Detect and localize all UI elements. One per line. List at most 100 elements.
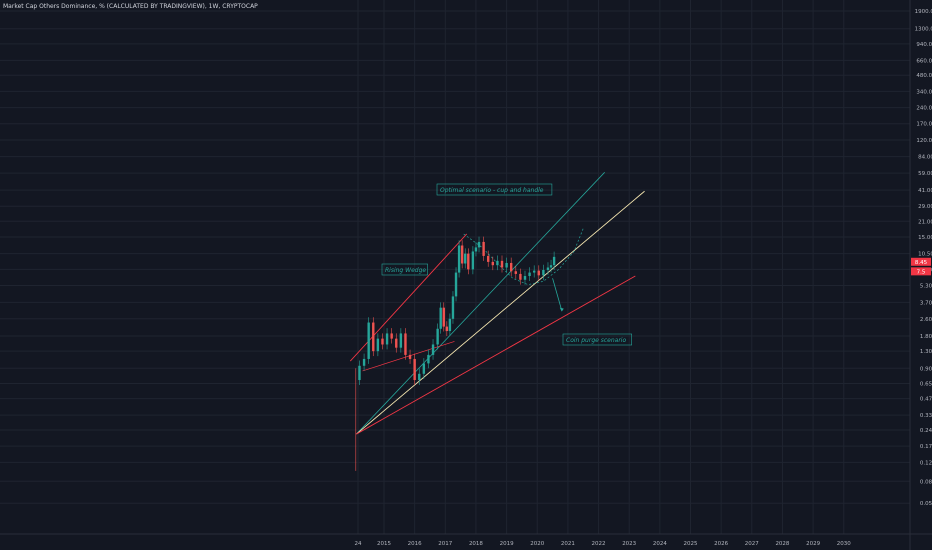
y-tick-label: 1.30 xyxy=(920,349,932,355)
x-tick-label: 2022 xyxy=(592,541,606,547)
last-price-label: 8.45 xyxy=(915,260,928,266)
candle-body xyxy=(413,358,416,381)
y-tick-label: 0.33 xyxy=(920,413,932,419)
candle-body xyxy=(445,326,449,332)
candle-body xyxy=(399,333,403,348)
y-tick-label: 59.00 xyxy=(918,171,932,177)
y-tick-label: 29.00 xyxy=(918,204,932,210)
candle-body xyxy=(431,344,435,355)
candle-body xyxy=(395,338,398,348)
x-tick-label: 2027 xyxy=(745,541,759,547)
cup-handle-path xyxy=(463,228,584,286)
candle-body xyxy=(519,273,522,280)
candle-body xyxy=(418,373,421,381)
candle-body xyxy=(467,253,470,270)
support-line xyxy=(356,190,645,435)
y-tick-label: 480.00 xyxy=(916,73,932,79)
y-tick-label: 240.00 xyxy=(916,106,932,112)
y-tick-label: 21.00 xyxy=(918,219,932,225)
x-tick-label: 2020 xyxy=(530,541,544,547)
x-tick-label: 2021 xyxy=(561,541,575,547)
last-price-badge xyxy=(911,267,931,276)
y-tick-label: 84.00 xyxy=(918,155,932,161)
y-tick-label: 0.08 xyxy=(920,479,932,485)
y-tick-label: 120.00 xyxy=(916,138,932,144)
y-tick-label: 0.17 xyxy=(920,444,932,450)
y-tick-label: 10.50 xyxy=(918,252,932,258)
candle-body xyxy=(523,276,527,280)
x-tick-label: 2023 xyxy=(622,541,636,547)
candle-body xyxy=(376,338,380,352)
y-tick-label: 0.24 xyxy=(920,428,932,434)
annotation-rising-wedge-box xyxy=(381,263,428,276)
y-tick-label: 0.90 xyxy=(920,366,932,372)
candle-body xyxy=(367,322,370,359)
candle-body xyxy=(505,262,508,268)
y-tick-label: 0.12 xyxy=(920,460,932,466)
candle-body xyxy=(546,267,550,270)
purge-arrow-head xyxy=(559,307,564,312)
y-tick-label: 940.00 xyxy=(916,42,932,48)
candle-body xyxy=(362,358,366,366)
x-tick-label: 2029 xyxy=(806,541,820,547)
y-tick-label: 3.70 xyxy=(920,300,932,306)
purge-arrow xyxy=(552,278,563,311)
last-price-badge xyxy=(911,257,931,266)
last-price-label: 7.5 xyxy=(917,269,926,275)
y-tick-label: 2.60 xyxy=(920,317,932,323)
candle-body xyxy=(451,296,455,319)
candle-body xyxy=(537,270,540,276)
y-tick-label: 0.05 xyxy=(920,501,932,507)
candle-body xyxy=(464,253,467,264)
y-tick-label: 170.00 xyxy=(916,122,932,128)
wedge-upper-green-line xyxy=(356,172,605,435)
candle-body xyxy=(454,272,458,297)
candle-body xyxy=(408,354,412,359)
candle-body xyxy=(509,262,513,272)
x-tick-label: 2025 xyxy=(684,541,698,547)
candle-body xyxy=(372,322,375,352)
wedge-lower-red-line xyxy=(362,341,455,372)
candle-body xyxy=(358,365,361,381)
candle-body xyxy=(427,354,430,364)
candle-body xyxy=(549,265,553,268)
lower-trend-line xyxy=(356,275,636,435)
y-tick-label: 1.80 xyxy=(920,334,932,340)
candle-body xyxy=(385,333,389,345)
candle-body xyxy=(487,255,490,262)
candle-body xyxy=(474,247,478,252)
candle-body xyxy=(552,256,556,266)
y-tick-label: 340.00 xyxy=(916,89,932,95)
y-tick-label: 15.00 xyxy=(918,235,932,241)
y-tick-label: 5.30 xyxy=(920,284,932,290)
x-tick-label: 24 xyxy=(355,541,362,547)
candle-body xyxy=(491,261,495,266)
candle-body xyxy=(442,307,445,327)
candle-body xyxy=(482,241,485,256)
y-tick-label: 1300.00 xyxy=(915,27,932,33)
annotation-cup-handle-box xyxy=(436,183,553,196)
candle-body xyxy=(404,333,407,355)
candle-body xyxy=(542,269,545,276)
candle-body xyxy=(532,270,536,273)
x-tick-label: 2030 xyxy=(837,541,851,547)
candle-body xyxy=(448,318,452,332)
x-tick-label: 2019 xyxy=(500,541,514,547)
y-tick-label: 41.00 xyxy=(918,188,932,194)
y-tick-label: 0.65 xyxy=(920,381,932,387)
x-tick-label: 2018 xyxy=(469,541,483,547)
candle-body xyxy=(514,271,517,274)
candle-body xyxy=(381,338,384,345)
annotation-coin-purge: Coin purge scenario xyxy=(566,337,626,344)
y-tick-label: 660.00 xyxy=(916,58,932,64)
candle-body xyxy=(457,245,461,273)
x-tick-label: 2026 xyxy=(714,541,728,547)
x-tick-label: 2024 xyxy=(653,541,667,547)
candle-body xyxy=(390,333,393,339)
annotation-coin-purge-box xyxy=(562,333,632,346)
candle-body xyxy=(471,251,475,270)
candle-body xyxy=(439,307,442,329)
annotation-cup-handle: Optimal scenario - cup and handle xyxy=(440,187,544,194)
x-tick-label: 2028 xyxy=(775,541,789,547)
